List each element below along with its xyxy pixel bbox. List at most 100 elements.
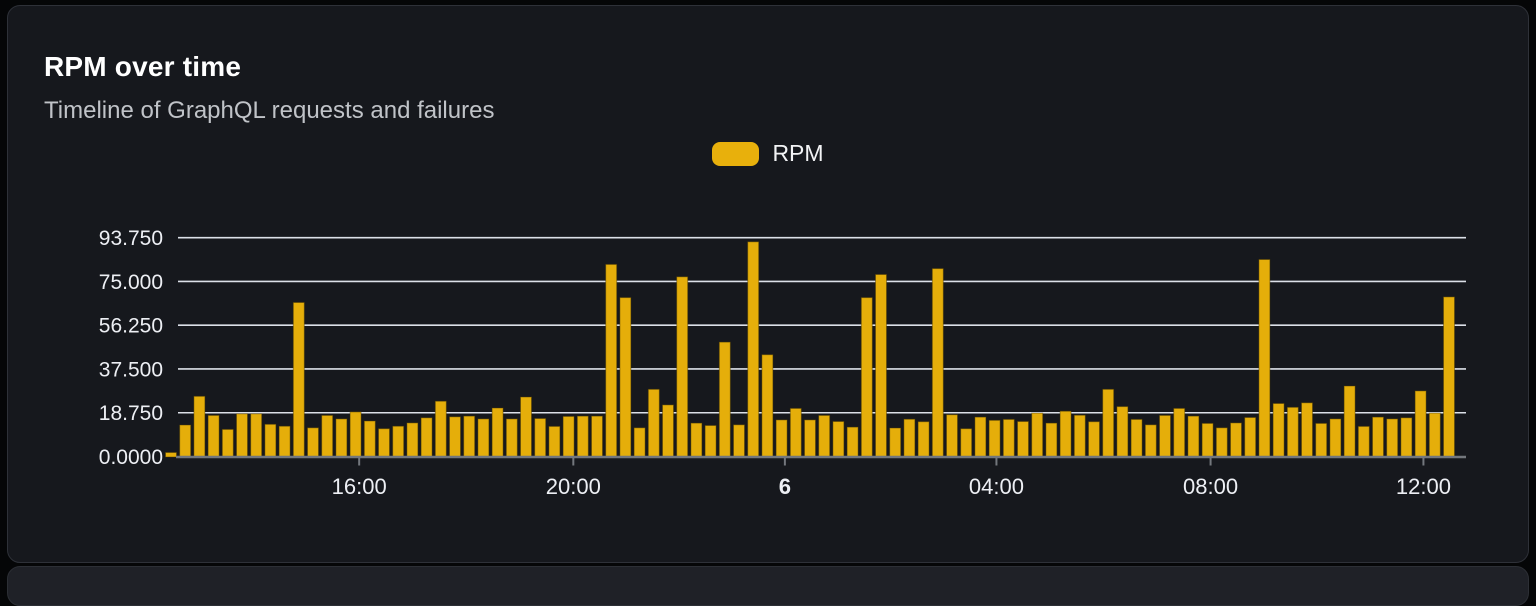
rpm-bar[interactable] (250, 413, 263, 458)
rpm-bar[interactable] (165, 452, 177, 458)
rpm-chart-card: RPM over time Timeline of GraphQL reques… (7, 5, 1529, 563)
rpm-bar[interactable] (846, 426, 859, 458)
rpm-bar[interactable] (1428, 412, 1441, 458)
rpm-bar[interactable] (789, 407, 802, 458)
rpm-bar[interactable] (491, 407, 504, 458)
rpm-bar[interactable] (690, 422, 703, 458)
y-axis-label: 56.250 (99, 315, 163, 338)
rpm-bar[interactable] (1400, 417, 1413, 458)
rpm-bar[interactable] (605, 263, 618, 458)
rpm-bar[interactable] (931, 268, 944, 458)
rpm-bar[interactable] (1258, 259, 1271, 458)
rpm-bar[interactable] (647, 388, 660, 458)
x-axis-label: 16:00 (332, 474, 387, 499)
rpm-bar[interactable] (832, 421, 845, 458)
rpm-bar[interactable] (988, 419, 1001, 458)
rpm-bar[interactable] (903, 418, 916, 458)
rpm-bar[interactable] (321, 414, 334, 458)
rpm-bar[interactable] (1201, 422, 1214, 458)
rpm-bar[interactable] (307, 427, 319, 458)
rpm-bar[interactable] (236, 413, 248, 458)
rpm-bar[interactable] (378, 428, 390, 458)
rpm-bar[interactable] (974, 416, 987, 458)
chart-subtitle: Timeline of GraphQL requests and failure… (44, 97, 495, 124)
rpm-bar[interactable] (1301, 402, 1313, 458)
rpm-bar[interactable] (392, 425, 405, 458)
rpm-bar[interactable] (619, 297, 632, 458)
rpm-bar[interactable] (1130, 418, 1143, 458)
rpm-bar[interactable] (1272, 403, 1285, 458)
rpm-bar[interactable] (1073, 414, 1086, 458)
rpm-bar[interactable] (633, 427, 646, 458)
rpm-bar[interactable] (1045, 422, 1058, 458)
rpm-bar[interactable] (1031, 412, 1044, 458)
rpm-bar[interactable] (1002, 418, 1015, 458)
rpm-bar[interactable] (1357, 425, 1370, 458)
rpm-bar[interactable] (718, 341, 731, 458)
rpm-bar[interactable] (1144, 424, 1157, 458)
rpm-bar[interactable] (960, 428, 973, 458)
legend-item-rpm[interactable]: RPM (712, 140, 824, 167)
rpm-bar[interactable] (335, 418, 348, 458)
rpm-bar[interactable] (704, 425, 717, 458)
rpm-bar[interactable] (1088, 421, 1100, 458)
rpm-bar[interactable] (349, 411, 362, 458)
rpm-bar[interactable] (1187, 415, 1200, 458)
rpm-bar[interactable] (917, 421, 930, 458)
rpm-bar[interactable] (1173, 407, 1186, 458)
rpm-bar[interactable] (1443, 296, 1455, 458)
rpm-bar[interactable] (534, 418, 547, 458)
rpm-bar[interactable] (520, 396, 532, 458)
rpm-bar[interactable] (1215, 427, 1228, 458)
rpm-bar[interactable] (1116, 406, 1129, 458)
rpm-bar[interactable] (505, 418, 518, 458)
rpm-bar[interactable] (733, 424, 745, 458)
rpm-bar[interactable] (264, 423, 277, 458)
rpm-bar[interactable] (676, 276, 689, 458)
rpm-bar[interactable] (775, 419, 788, 458)
y-axis-label: 0.0000 (99, 446, 163, 469)
rpm-bar[interactable] (889, 427, 902, 458)
rpm-bar[interactable] (1102, 388, 1115, 458)
rpm-bar[interactable] (1017, 421, 1029, 458)
rpm-bar[interactable] (420, 417, 433, 458)
rpm-bar[interactable] (292, 302, 305, 458)
rpm-bar[interactable] (946, 414, 958, 458)
rpm-bar[interactable] (363, 420, 376, 458)
rpm-bar[interactable] (406, 422, 419, 458)
rpm-bar[interactable] (576, 415, 589, 458)
x-axis-label: 08:00 (1183, 474, 1238, 499)
rpm-bar[interactable] (1286, 406, 1299, 458)
rpm-bar[interactable] (463, 415, 476, 458)
rpm-bar[interactable] (747, 241, 760, 458)
rpm-bar[interactable] (818, 414, 831, 458)
rpm-bar[interactable] (761, 354, 774, 458)
rpm-bar[interactable] (562, 415, 575, 458)
rpm-bar[interactable] (1315, 422, 1328, 458)
rpm-bar[interactable] (1329, 418, 1342, 458)
rpm-bar[interactable] (1230, 422, 1242, 458)
rpm-bar[interactable] (591, 415, 603, 458)
chart-legend: RPM (8, 140, 1528, 167)
rpm-bar[interactable] (477, 418, 490, 458)
rpm-bar[interactable] (875, 274, 887, 458)
rpm-bar[interactable] (1059, 410, 1072, 458)
rpm-bar[interactable] (193, 395, 206, 458)
rpm-bar[interactable] (860, 297, 873, 458)
rpm-bar[interactable] (548, 425, 561, 458)
rpm-bar[interactable] (221, 428, 234, 458)
rpm-bar[interactable] (804, 419, 816, 458)
rpm-bar[interactable] (434, 400, 447, 458)
rpm-bar[interactable] (207, 414, 220, 458)
rpm-bar[interactable] (1372, 416, 1384, 458)
rpm-bar[interactable] (1159, 414, 1171, 458)
rpm-bar[interactable] (449, 416, 461, 458)
rpm-bar[interactable] (1244, 417, 1257, 458)
rpm-bar[interactable] (1386, 418, 1399, 458)
rpm-bar[interactable] (1343, 385, 1356, 458)
rpm-bar[interactable] (278, 425, 291, 458)
rpm-bar[interactable] (179, 424, 192, 458)
rpm-bar[interactable] (1414, 390, 1427, 458)
rpm-bar-chart[interactable]: 0.0000 18.750 37.500 56.250 75.000 93.750 16:0… (8, 6, 1536, 578)
rpm-bar[interactable] (662, 404, 674, 458)
